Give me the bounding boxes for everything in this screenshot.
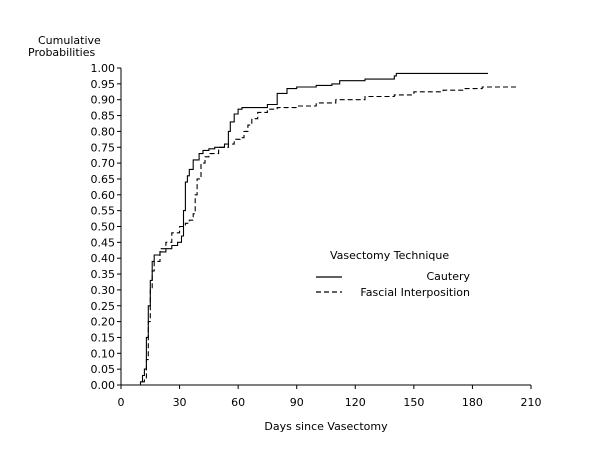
- y-tick-label: 0.70: [91, 157, 116, 170]
- y-tick-label: 0.60: [91, 189, 116, 202]
- y-tick-label: 0.80: [91, 125, 116, 138]
- x-tick-label: 120: [345, 396, 366, 409]
- y-axis-title-line-2: Probabilities: [28, 46, 95, 59]
- series-layer: [121, 72, 518, 386]
- x-axis-title: Days since Vasectomy: [264, 420, 388, 433]
- x-tick-label: 210: [521, 396, 542, 409]
- y-tick-label: 0.65: [91, 173, 116, 186]
- x-tick-label: 60: [231, 396, 245, 409]
- series-line-cautery: [121, 72, 488, 386]
- y-tick-label: 0.85: [91, 110, 116, 123]
- y-tick-label: 0.35: [91, 268, 116, 281]
- y-axis-title: Cumulative Probabilities: [28, 34, 101, 59]
- legend-label-cautery: Cautery: [426, 270, 470, 283]
- legend: Vasectomy Technique Cautery Fascial Inte…: [316, 249, 470, 299]
- y-tick-label: 0.30: [91, 284, 116, 297]
- y-tick-label: 0.75: [91, 141, 116, 154]
- y-tick-label: 0.45: [91, 236, 116, 249]
- y-tick-label: 1.00: [91, 62, 116, 75]
- x-tick-label: 0: [118, 396, 125, 409]
- y-tick-label: 0.05: [91, 363, 116, 376]
- x-tick-label: 30: [173, 396, 187, 409]
- y-ticks: 0.00 0.05 0.10 0.15 0.20 0.25 0.30 0.35 0.40 0.45…: [91, 62, 121, 392]
- y-tick-label: 0.00: [91, 379, 116, 392]
- y-tick-label: 0.20: [91, 316, 116, 329]
- x-tick-label: 90: [290, 396, 304, 409]
- y-tick-label: 0.15: [91, 331, 116, 344]
- series-line-fascial-interposition: [121, 86, 518, 386]
- y-tick-label: 0.10: [91, 347, 116, 360]
- y-tick-label: 0.90: [91, 94, 116, 107]
- legend-label-fascial-interposition: Fascial Interposition: [360, 286, 470, 299]
- y-tick-label: 0.25: [91, 300, 116, 313]
- y-axis-title-line-1: Cumulative: [38, 34, 101, 47]
- legend-title: Vasectomy Technique: [330, 249, 449, 262]
- x-tick-label: 180: [462, 396, 483, 409]
- y-tick-label: 0.55: [91, 205, 116, 218]
- x-tick-label: 150: [403, 396, 424, 409]
- y-tick-label: 0.95: [91, 78, 116, 91]
- x-ticks: 0 30 60 90 120 150 180 210: [118, 385, 542, 409]
- y-tick-label: 0.50: [91, 221, 116, 234]
- y-tick-label: 0.40: [91, 252, 116, 265]
